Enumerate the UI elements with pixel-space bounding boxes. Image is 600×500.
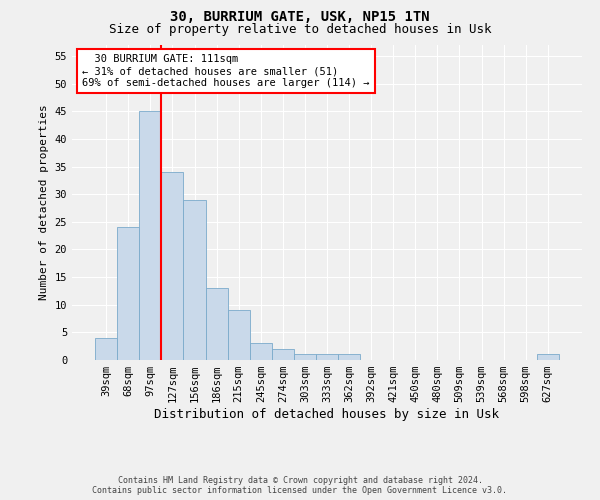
Text: 30, BURRIUM GATE, USK, NP15 1TN: 30, BURRIUM GATE, USK, NP15 1TN — [170, 10, 430, 24]
Bar — [139, 112, 161, 360]
Bar — [250, 344, 272, 360]
Text: Contains HM Land Registry data © Crown copyright and database right 2024.
Contai: Contains HM Land Registry data © Crown c… — [92, 476, 508, 495]
Bar — [161, 172, 184, 360]
Bar — [272, 349, 294, 360]
Bar — [95, 338, 117, 360]
Bar — [227, 310, 250, 360]
Bar — [338, 354, 360, 360]
X-axis label: Distribution of detached houses by size in Usk: Distribution of detached houses by size … — [155, 408, 499, 421]
Bar — [294, 354, 316, 360]
Bar — [316, 354, 338, 360]
Bar — [117, 228, 139, 360]
Bar — [537, 354, 559, 360]
Text: 30 BURRIUM GATE: 111sqm
← 31% of detached houses are smaller (51)
69% of semi-de: 30 BURRIUM GATE: 111sqm ← 31% of detache… — [82, 54, 370, 88]
Y-axis label: Number of detached properties: Number of detached properties — [39, 104, 49, 300]
Bar — [184, 200, 206, 360]
Text: Size of property relative to detached houses in Usk: Size of property relative to detached ho… — [109, 22, 491, 36]
Bar — [206, 288, 227, 360]
